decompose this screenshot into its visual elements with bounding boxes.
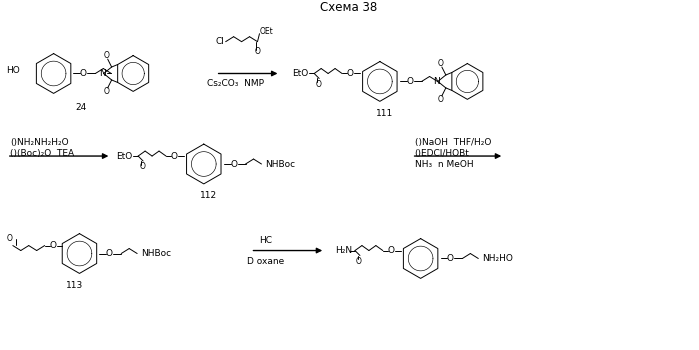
Text: O: O (347, 69, 354, 78)
Text: ()NH₂NH₂H₂O: ()NH₂NH₂H₂O (10, 138, 69, 147)
Text: 113: 113 (66, 281, 83, 290)
Text: HO: HO (6, 66, 20, 75)
Text: NH₂HO: NH₂HO (482, 254, 513, 263)
Text: ()EDCl/HOBt: ()EDCl/HOBt (415, 148, 470, 158)
Text: O: O (171, 152, 178, 161)
Text: O: O (80, 69, 87, 78)
Text: O: O (103, 51, 110, 60)
Text: Cl: Cl (216, 37, 224, 46)
Text: O: O (7, 234, 13, 243)
Text: O: O (106, 249, 113, 258)
Text: O: O (406, 77, 413, 86)
Text: 24: 24 (75, 103, 87, 112)
Text: 112: 112 (200, 191, 217, 200)
Text: O: O (447, 254, 454, 263)
Text: H₂N: H₂N (335, 246, 352, 255)
Text: O: O (387, 246, 394, 255)
Text: EtO: EtO (116, 152, 133, 161)
Text: O: O (230, 160, 237, 168)
Text: N: N (99, 69, 106, 78)
Text: ()NaOH  THF/H₂O: ()NaOH THF/H₂O (415, 138, 491, 147)
Text: 111: 111 (376, 109, 394, 118)
Text: EtO: EtO (292, 69, 308, 78)
Text: N: N (433, 77, 440, 86)
Text: Cs₂CO₃  NMP: Cs₂CO₃ NMP (207, 79, 264, 88)
Text: O: O (315, 80, 321, 89)
Text: O: O (356, 257, 362, 266)
Text: D oxane: D oxane (247, 257, 284, 266)
Text: Схема 38: Схема 38 (320, 1, 377, 14)
Text: O: O (254, 47, 261, 56)
Text: NHBoc: NHBoc (266, 160, 296, 168)
Text: OEt: OEt (259, 27, 273, 36)
Text: ()(Boc)₂O  TEA: ()(Boc)₂O TEA (10, 148, 74, 158)
Text: O: O (49, 241, 56, 250)
Text: O: O (139, 162, 145, 172)
Text: NH₃  n MeOH: NH₃ n MeOH (415, 161, 473, 169)
Text: O: O (438, 95, 444, 104)
Text: HC: HC (259, 236, 272, 245)
Text: O: O (103, 88, 110, 96)
Text: O: O (438, 58, 444, 68)
Text: NHBoc: NHBoc (141, 249, 171, 258)
